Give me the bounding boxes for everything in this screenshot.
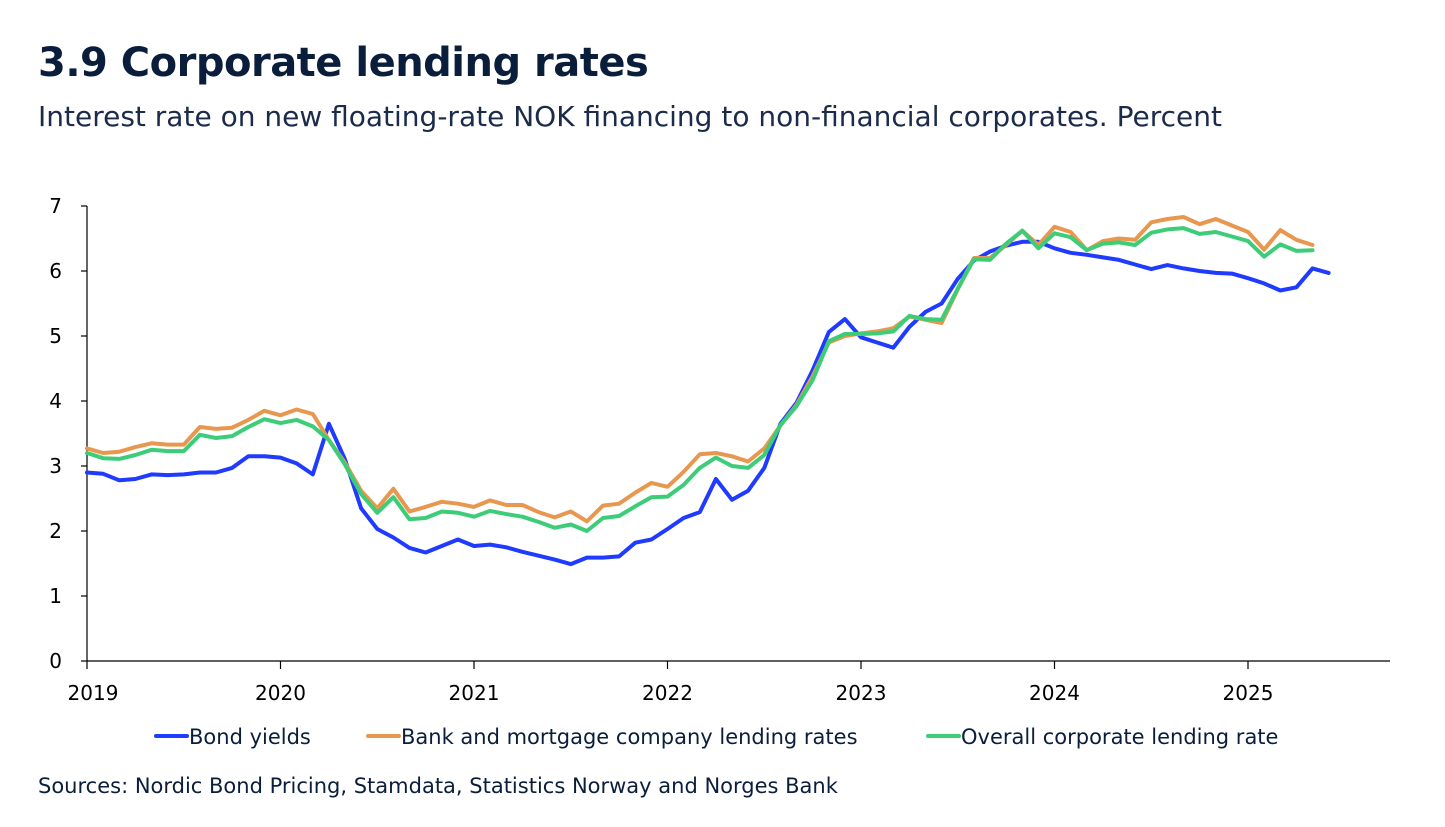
x-tick-label: 2020 — [255, 681, 306, 705]
x-tick-label: 2025 — [1223, 681, 1274, 705]
x-tick-label: 2022 — [642, 681, 693, 705]
chart-series — [85, 215, 1331, 567]
y-tick-label: 1 — [49, 584, 62, 608]
x-tick-label: 2021 — [449, 681, 500, 705]
chart-title: 3.9 Corporate lending rates — [38, 40, 649, 86]
y-tick-label: 0 — [49, 649, 62, 673]
legend-label: Bond yields — [189, 725, 311, 749]
x-tick-label: 2023 — [836, 681, 887, 705]
x-tick-label: 2019 — [68, 681, 119, 705]
legend-label: Bank and mortgage company lending rates — [401, 725, 858, 749]
y-tick-label: 6 — [49, 259, 62, 283]
y-tick-label: 4 — [49, 389, 62, 413]
chart-legend: Bond yields Bank and mortgage company len… — [154, 725, 1278, 749]
x-tick-label: 2024 — [1029, 681, 1080, 705]
legend-label: Overall corporate lending rate — [961, 725, 1278, 749]
y-tick-label: 2 — [49, 519, 62, 543]
series-line-0 — [85, 239, 1331, 567]
chart-source: Sources: Nordic Bond Pricing, Stamdata, … — [38, 774, 838, 798]
chart-subtitle: Interest rate on new floating-rate NOK f… — [38, 100, 1222, 133]
chart-axes: 0 1 2 3 4 5 6 7 2019 2020 2021 2022 2023 2024 2025 — [49, 194, 1390, 705]
y-tick-label: 3 — [49, 454, 62, 478]
y-tick-label: 5 — [49, 324, 62, 348]
y-tick-label: 7 — [49, 194, 62, 218]
series-line-2 — [85, 226, 1315, 533]
series-line-1 — [85, 215, 1315, 524]
